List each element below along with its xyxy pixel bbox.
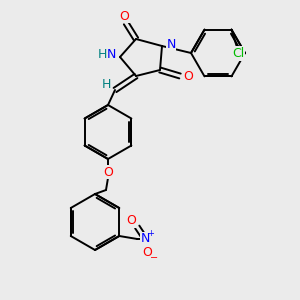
Text: H: H	[101, 77, 111, 91]
Text: H: H	[97, 49, 107, 62]
Text: N: N	[166, 38, 176, 52]
Text: Cl: Cl	[232, 47, 244, 60]
Text: +: +	[147, 230, 154, 238]
Text: −: −	[150, 253, 158, 263]
Text: N: N	[106, 49, 116, 62]
Text: O: O	[103, 166, 113, 178]
Text: O: O	[142, 247, 152, 260]
Text: O: O	[183, 70, 193, 83]
Text: O: O	[126, 214, 136, 227]
Text: N: N	[141, 232, 150, 245]
Text: O: O	[119, 10, 129, 22]
